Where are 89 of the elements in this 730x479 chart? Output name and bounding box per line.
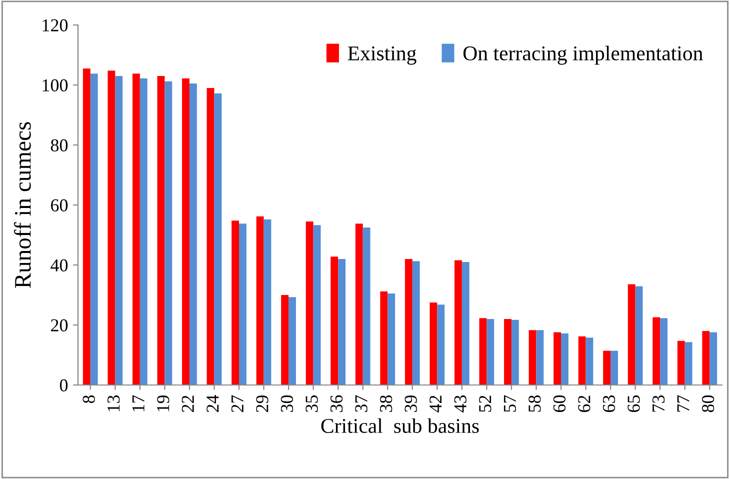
bar: [628, 284, 636, 385]
x-tick-label: 37: [355, 395, 368, 412]
bar: [578, 336, 586, 385]
bar: [586, 338, 594, 385]
bar: [157, 76, 165, 385]
bar: [388, 294, 396, 385]
y-tick-label: 100: [42, 79, 68, 92]
x-tick-label: 39: [404, 395, 417, 412]
x-tick-label: 27: [231, 395, 244, 412]
bar: [536, 330, 544, 385]
x-tick-label: 38: [380, 395, 392, 412]
bar: [603, 350, 611, 385]
x-tick-label: 19: [157, 395, 170, 412]
bar: [264, 219, 272, 385]
bar: [189, 84, 197, 385]
x-tick-label: 8: [82, 395, 95, 404]
bar: [504, 319, 512, 385]
bar: [239, 224, 246, 385]
x-tick-label: 65: [628, 395, 640, 412]
bar: [256, 216, 264, 385]
bar: [554, 332, 561, 385]
bar: [206, 88, 214, 385]
bar: [486, 319, 494, 385]
bar: [404, 259, 412, 385]
bar: [82, 68, 90, 385]
bar: [660, 318, 668, 385]
bar: [115, 76, 123, 385]
bar: [281, 295, 289, 385]
bar: [164, 81, 172, 385]
x-tick-label: 36: [330, 395, 343, 412]
bar: [437, 304, 445, 385]
bar: [561, 333, 568, 385]
x-tick-label: 57: [504, 395, 516, 412]
bar: [479, 318, 487, 385]
bar: [313, 225, 321, 385]
bar: [338, 259, 346, 385]
bar: [214, 93, 222, 385]
y-tick-label: 0: [60, 379, 68, 392]
bar: [380, 291, 388, 385]
x-tick-label: 63: [602, 395, 616, 412]
x-tick-label: 30: [280, 395, 294, 412]
x-tick-label: 62: [578, 396, 590, 412]
legend-label: Existing: [348, 46, 416, 65]
x-tick-label: 17: [132, 395, 144, 412]
bar: [430, 302, 438, 385]
bar: [702, 331, 710, 385]
bar: [710, 332, 718, 385]
bar: [511, 320, 519, 385]
x-axis-title: Critical sub basins: [321, 418, 479, 433]
bar: [140, 78, 148, 385]
bar: [132, 74, 140, 385]
bar: [288, 297, 296, 385]
bar: [330, 256, 338, 385]
x-tick-label: 77: [677, 395, 690, 412]
x-tick-label: 22: [182, 396, 194, 412]
x-tick-label: 73: [652, 395, 665, 412]
x-tick-label: 80: [702, 395, 714, 412]
x-tick-label: 43: [454, 395, 466, 412]
bar: [635, 286, 643, 385]
y-tick-label: 80: [50, 139, 68, 152]
y-tick-label: 20: [51, 319, 68, 332]
bar: [108, 70, 116, 385]
x-tick-label: 52: [479, 396, 492, 412]
y-axis-title: Runoff in cumecs: [14, 122, 31, 288]
x-tick-label: 13: [108, 395, 120, 412]
x-tick-label: 24: [206, 395, 219, 412]
x-tick-label: 35: [306, 395, 318, 412]
x-tick-label: 42: [430, 396, 442, 412]
x-tick-label: 29: [256, 395, 268, 412]
bar: [462, 262, 470, 385]
bar: [412, 261, 420, 385]
bar: [677, 340, 685, 385]
y-tick-label: 120: [42, 19, 68, 32]
bar: [232, 220, 239, 385]
bar: [355, 224, 363, 385]
bar: [362, 228, 370, 385]
bar: [306, 222, 314, 385]
bar: [182, 78, 190, 385]
bar: [454, 260, 462, 385]
bar: [684, 342, 692, 385]
bar: [652, 317, 660, 385]
bar: [610, 350, 618, 385]
x-tick-label: 58: [528, 395, 541, 412]
y-tick-label: 40: [50, 259, 68, 272]
x-tick-label: 60: [553, 395, 566, 412]
y-tick-label: 60: [51, 199, 68, 212]
bar: [528, 330, 536, 385]
bar: [90, 74, 98, 385]
legend-label: On terracing implementation: [463, 46, 703, 65]
